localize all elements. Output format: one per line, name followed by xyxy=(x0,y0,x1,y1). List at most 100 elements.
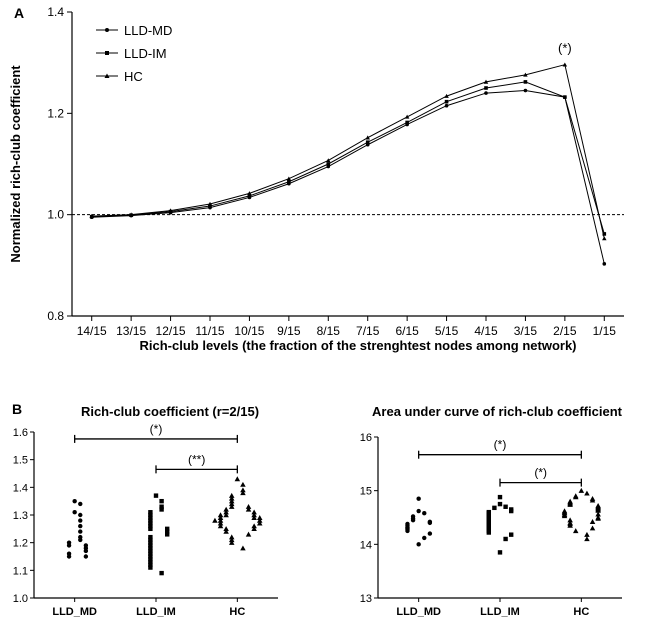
dot-lld-md xyxy=(78,523,83,529)
dot-hc xyxy=(228,539,235,545)
legend-marker-hc xyxy=(104,73,110,78)
x-tick-label-a: 10/15 xyxy=(234,324,264,338)
dot-hc xyxy=(256,517,263,523)
panel-title-b2: Area under curve of rich-club coefficien… xyxy=(372,404,623,419)
dot-lld-im xyxy=(148,534,153,540)
dot-lld-md xyxy=(422,535,427,541)
dot-hc xyxy=(217,523,224,529)
dot-lld-im xyxy=(159,498,164,504)
point-hc xyxy=(404,114,410,119)
dot-lld-im xyxy=(148,510,153,515)
dot-hc xyxy=(223,526,229,532)
x-tick-label-b1: LLD_MD xyxy=(52,606,97,618)
x-axis-label-a: Rich-club levels (the fraction of the st… xyxy=(140,338,577,353)
point-hc xyxy=(326,158,331,163)
dot-lld-im xyxy=(165,532,170,537)
dot-hc xyxy=(228,537,235,543)
point-hc xyxy=(247,191,252,196)
sig-label-b1-0: (*) xyxy=(150,422,163,436)
point-lld-md xyxy=(444,103,449,108)
point-hc xyxy=(286,176,292,181)
y-tick-label-b2: 13 xyxy=(360,593,372,605)
dot-lld-md xyxy=(416,496,421,501)
y-tick-label-b2: 14 xyxy=(360,539,372,551)
dot-lld-md xyxy=(78,529,83,534)
point-hc xyxy=(562,62,568,67)
dot-hc xyxy=(245,506,252,512)
dot-lld-im xyxy=(165,526,170,532)
dot-hc xyxy=(572,528,579,534)
point-lld-im xyxy=(523,80,528,84)
x-tick-label-a: 7/15 xyxy=(356,324,380,338)
x-tick-label-a: 8/15 xyxy=(317,324,341,338)
y-tick-label-b1: 1.5 xyxy=(13,455,28,467)
dot-hc xyxy=(567,517,573,523)
x-tick-label-a: 9/15 xyxy=(277,324,301,338)
point-lld-im xyxy=(326,162,331,166)
point-hc xyxy=(365,135,370,140)
sig-label-b2-1: (*) xyxy=(534,466,547,480)
dot-hc xyxy=(223,528,229,534)
dot-hc xyxy=(561,513,568,519)
dot-hc xyxy=(578,487,585,493)
x-tick-label-a: 14/15 xyxy=(77,324,107,338)
dot-lld-md xyxy=(422,511,427,516)
dot-hc xyxy=(595,507,601,513)
series-line-lld-im xyxy=(91,81,605,235)
dot-hc xyxy=(217,520,224,526)
dot-hc xyxy=(256,520,263,526)
y-tick-label-a: 1.0 xyxy=(47,208,64,222)
x-tick-label-b2: LLD_IM xyxy=(480,606,520,618)
dot-hc xyxy=(251,523,257,529)
point-hc xyxy=(602,236,607,241)
y-tick-label-b1: 1.0 xyxy=(13,593,28,605)
dot-hc xyxy=(240,490,246,496)
annotation-star: (*) xyxy=(558,41,572,56)
dot-hc xyxy=(589,525,596,531)
dot-hc xyxy=(251,512,257,518)
dot-lld-im xyxy=(148,548,153,554)
dot-lld-im xyxy=(159,504,164,509)
point-lld-md xyxy=(602,262,607,266)
dot-lld-im xyxy=(148,540,153,545)
dot-lld-im xyxy=(148,523,153,529)
y-tick-label-b1: 1.4 xyxy=(13,482,28,494)
x-tick-label-a: 12/15 xyxy=(156,324,186,338)
point-lld-im xyxy=(444,99,449,104)
x-tick-label-b1: HC xyxy=(229,606,245,618)
series-line-lld-md xyxy=(91,90,605,264)
dot-lld-md xyxy=(410,517,416,523)
dot-lld-im xyxy=(148,559,153,565)
panel-label-b: B xyxy=(12,401,22,417)
dot-lld-md xyxy=(83,548,89,554)
dot-hc xyxy=(217,512,224,518)
point-hc xyxy=(168,208,173,213)
dot-hc xyxy=(223,512,229,518)
dot-hc xyxy=(217,517,224,523)
dot-hc xyxy=(595,515,601,521)
dot-lld-im xyxy=(509,532,514,537)
dot-hc xyxy=(589,497,596,503)
dot-lld-im xyxy=(509,508,514,514)
y-tick-label-b2: 15 xyxy=(360,486,372,498)
dot-hc xyxy=(228,495,235,501)
dot-lld-im xyxy=(148,515,153,520)
dot-hc xyxy=(217,515,224,520)
legend-label-lld-im: LLD-IM xyxy=(124,46,167,61)
dot-lld-im xyxy=(148,565,153,570)
point-lld-md xyxy=(484,91,488,95)
dot-hc xyxy=(251,526,257,532)
dot-hc xyxy=(584,536,590,542)
point-lld-im xyxy=(405,120,409,125)
dot-hc xyxy=(223,509,229,515)
point-lld-im xyxy=(602,232,607,236)
dot-lld-md xyxy=(72,498,77,504)
dot-hc xyxy=(245,503,252,509)
y-tick-label-b1: 1.2 xyxy=(13,538,28,550)
y-tick-label-a: 1.4 xyxy=(47,5,64,19)
dot-lld-im xyxy=(497,550,503,555)
x-tick-label-b2: HC xyxy=(573,606,589,618)
point-lld-im xyxy=(563,95,567,99)
dot-lld-im xyxy=(503,536,508,542)
dot-lld-im xyxy=(492,505,497,511)
